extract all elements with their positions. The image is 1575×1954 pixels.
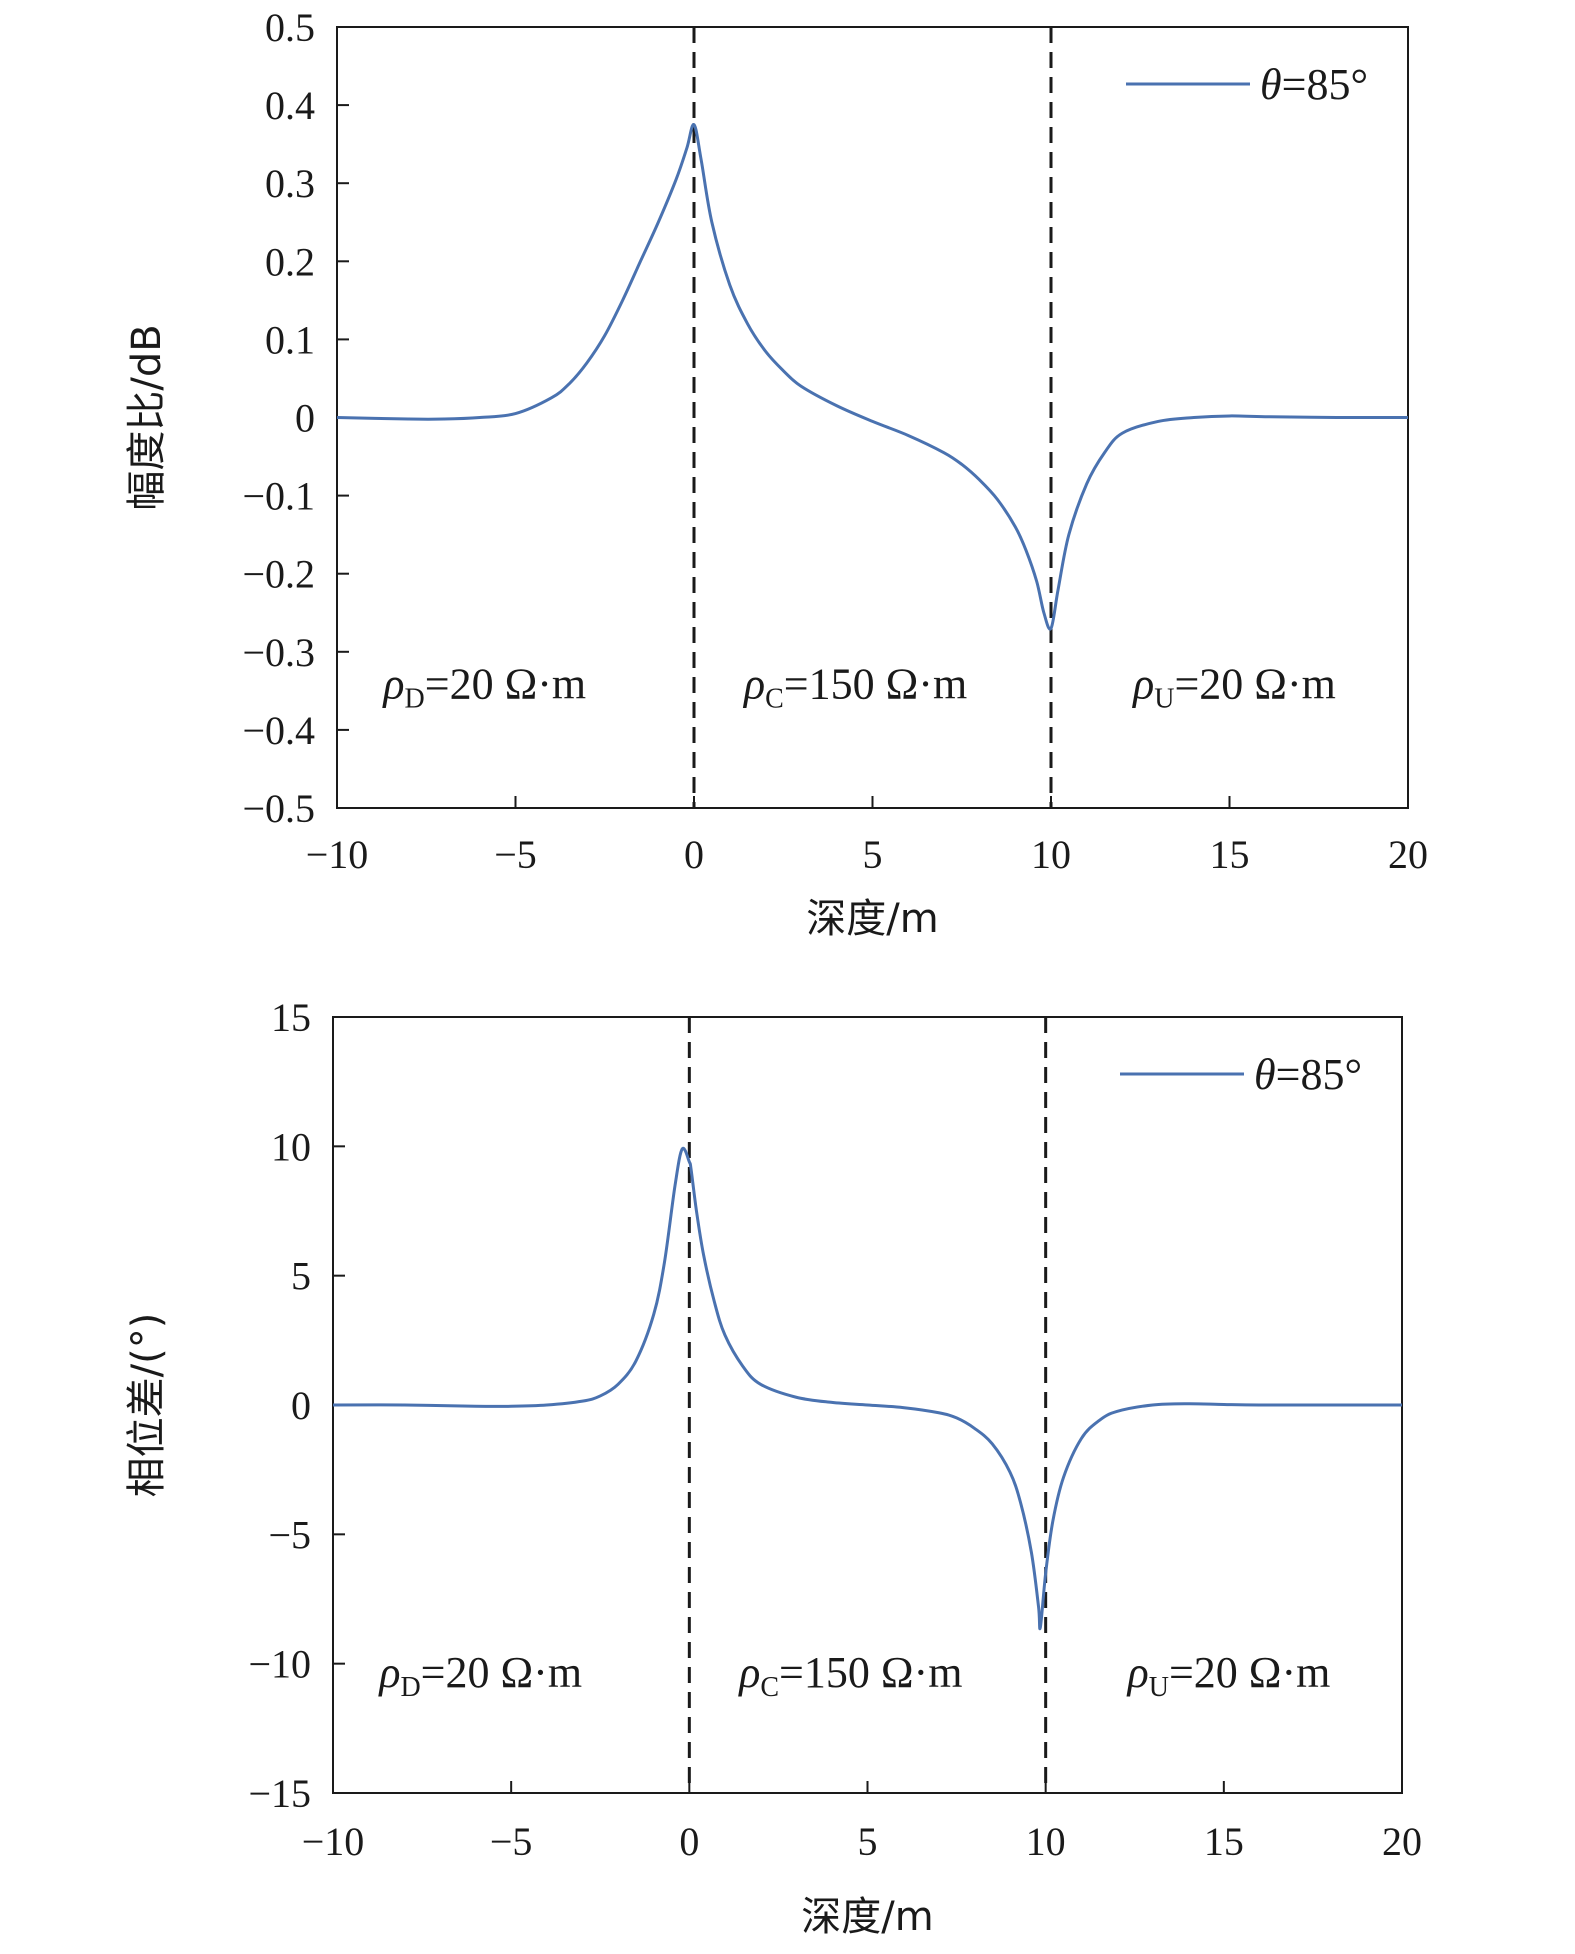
legend-label: θ=85° [1254, 1050, 1362, 1099]
y-tick-label: 0.4 [265, 83, 315, 128]
y-tick-label: −0.5 [242, 786, 315, 831]
amplitude-ratio-chart: −10 −5 0 5 10 15 20 0.5 0.4 0.3 0.2 0.1 0 −0.1 −0.2 −0.… [124, 5, 1428, 942]
x-axis-label: 深度/m [801, 1894, 933, 1940]
y-tick-label: 0.5 [265, 5, 315, 50]
x-tick-label: −5 [494, 832, 537, 877]
series-line [336, 123, 1409, 631]
x-tick-label: 15 [1204, 1819, 1244, 1864]
y-tick-label: 15 [271, 995, 311, 1040]
y-tick-label: −0.1 [242, 474, 315, 519]
series-line [332, 1146, 1402, 1631]
legend-label: θ=85° [1260, 60, 1368, 109]
x-tick-label: 0 [684, 832, 704, 877]
resistivity-annotation: ρD=20 Ω·m [377, 1648, 582, 1703]
resistivity-annotation: ρD=20 Ω·m [381, 660, 586, 715]
y-tick-label: −0.3 [242, 630, 315, 675]
x-tick-label: 10 [1026, 1819, 1066, 1864]
x-tick-label: 15 [1210, 832, 1250, 877]
y-tick-label: 0 [291, 1383, 311, 1428]
y-tick-label: −0.4 [242, 708, 315, 753]
x-tick-label: −10 [302, 1819, 365, 1864]
y-tick-label: 0.3 [265, 161, 315, 206]
y-tick-label: 10 [271, 1124, 311, 1169]
x-axis-label: 深度/m [806, 896, 938, 942]
y-tick-label: −15 [248, 1771, 311, 1816]
x-tick-label: 0 [679, 1819, 699, 1864]
y-tick-label: −5 [268, 1512, 311, 1557]
x-tick-label: −10 [306, 832, 369, 877]
phase-difference-chart: −10 −5 0 5 10 15 20151050−5−10−15深度/m相位差/(°)θ=… [124, 995, 1422, 1940]
resistivity-annotation: ρU=20 Ω·m [1131, 660, 1336, 715]
x-tick-label: 5 [858, 1819, 878, 1864]
resistivity-annotation: ρC=150 Ω·m [737, 1648, 962, 1703]
y-tick-label: −10 [248, 1642, 311, 1687]
y-axis-label: 幅度比/dB [124, 324, 170, 510]
x-tick-label: 5 [863, 832, 883, 877]
y-tick-label: 5 [291, 1254, 311, 1299]
x-tick-label: 20 [1382, 1819, 1422, 1864]
resistivity-annotation: ρU=20 Ω·m [1126, 1648, 1331, 1703]
y-tick-label: 0.1 [265, 317, 315, 362]
y-tick-label: −0.2 [242, 552, 315, 597]
x-tick-label: 10 [1031, 832, 1071, 877]
resistivity-annotation: ρC=150 Ω·m [742, 660, 967, 715]
x-tick-label: 20 [1388, 832, 1428, 877]
y-axis-label: 相位差/(°) [124, 1313, 170, 1498]
x-tick-label: −5 [490, 1819, 533, 1864]
y-tick-label: 0.2 [265, 239, 315, 284]
y-tick-label: 0 [295, 396, 315, 441]
